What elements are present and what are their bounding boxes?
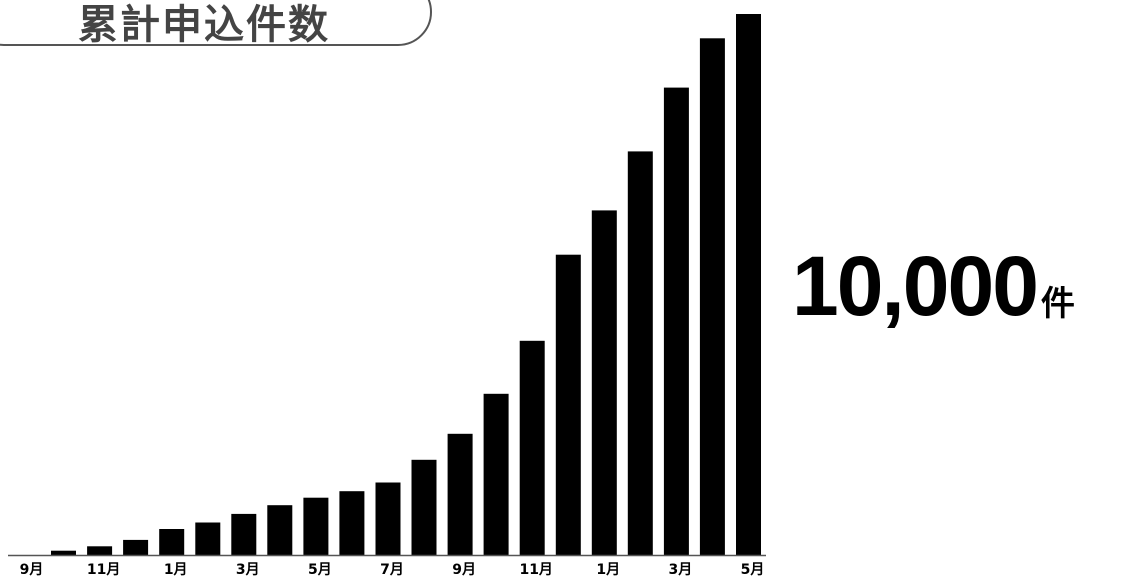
chart-title: 累計申込件数 — [78, 2, 330, 48]
x-tick-label: 11月 — [87, 562, 120, 576]
x-tick-label: 1月 — [164, 562, 188, 576]
bar-chart: 9月 11月 1月 3月 5月 7月 9月 11月 1月 3月 5月 — [8, 14, 766, 576]
bar-7 — [231, 513, 257, 555]
total-count-value: 10,000 — [792, 239, 1039, 333]
title-badge — [0, 0, 432, 46]
bar-3 — [87, 546, 113, 555]
x-tick-label: 9月 — [452, 562, 476, 576]
x-tick-label: 11月 — [519, 562, 552, 576]
bar-15 — [519, 340, 545, 555]
x-tick-label: 5月 — [308, 562, 332, 576]
bar-5 — [159, 529, 185, 555]
x-tick-label: 3月 — [236, 562, 260, 576]
bar-13 — [447, 433, 473, 555]
bar-20 — [699, 38, 725, 556]
bar-8 — [267, 505, 293, 555]
bar-4 — [123, 539, 149, 555]
total-count: 10,000 件 — [792, 238, 1075, 335]
bar-10 — [339, 491, 365, 555]
x-tick-label: 5月 — [741, 562, 765, 576]
x-tick-label: 3月 — [669, 562, 693, 576]
bar-17 — [591, 210, 617, 555]
bar-19 — [663, 87, 689, 555]
x-tick-label: 1月 — [596, 562, 620, 576]
bar-6 — [195, 522, 221, 555]
bar-11 — [375, 482, 401, 555]
bar-14 — [483, 393, 509, 555]
bar-16 — [555, 254, 581, 555]
x-tick-label: 7月 — [380, 562, 404, 576]
bar-21 — [736, 14, 761, 555]
total-count-unit: 件 — [1040, 284, 1075, 324]
bar-18 — [627, 151, 653, 555]
bar-9 — [303, 497, 329, 555]
x-tick-label: 9月 — [20, 562, 44, 576]
bar-12 — [411, 459, 437, 555]
bar-2 — [51, 550, 76, 555]
